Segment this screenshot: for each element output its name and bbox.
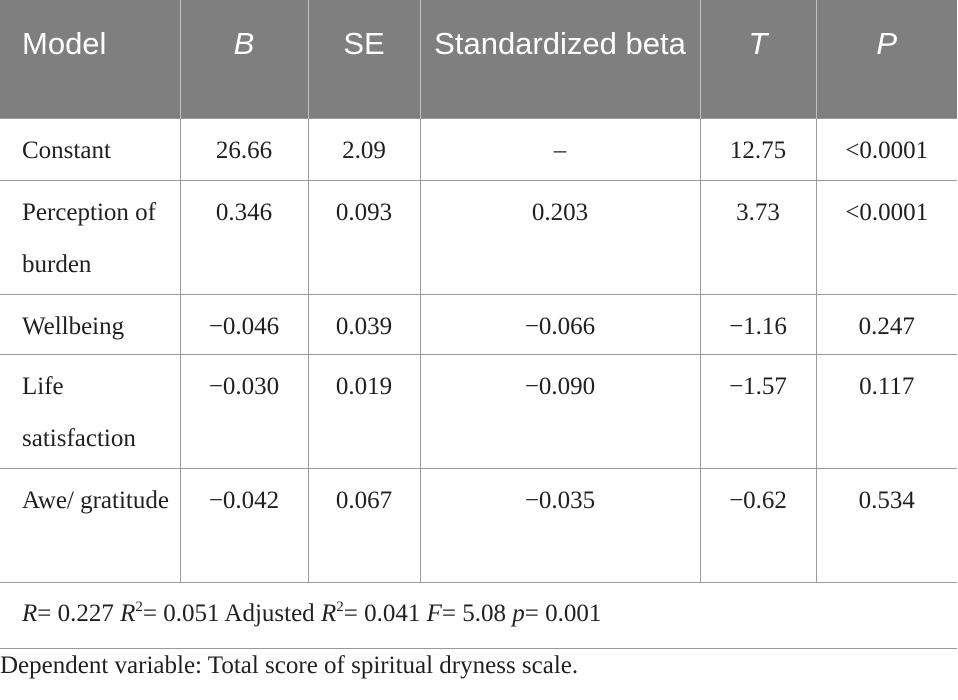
cell-model: Constant	[0, 117, 181, 181]
summary-r2-value: = 0.051	[142, 599, 220, 627]
header-model: Model	[0, 0, 181, 118]
cell-b: 0.346	[179, 179, 309, 295]
cell-p: <0.0001	[815, 117, 957, 181]
summary-r-value: = 0.227	[37, 599, 114, 627]
cell-standardized-beta: −0.066	[419, 293, 701, 355]
model-summary-row: R= 0.227 R2= 0.051 Adjusted R2= 0.041 F=…	[0, 581, 957, 649]
cell-p: 0.247	[815, 293, 957, 355]
cell-standardized-beta: −0.035	[419, 467, 701, 583]
summary-f-label: F	[426, 599, 442, 627]
cell-b: 26.66	[179, 117, 309, 181]
cell-se: 0.039	[307, 293, 421, 355]
cell-se: 2.09	[307, 117, 421, 181]
header-se: SE	[307, 0, 421, 118]
table-row: Wellbeing −0.046 0.039 −0.066 −1.16 0.24…	[0, 293, 957, 355]
cell-standardized-beta: 0.203	[419, 179, 701, 295]
cell-standardized-beta: –	[419, 117, 701, 181]
cell-se: 0.067	[307, 467, 421, 583]
cell-t: 12.75	[699, 117, 817, 181]
summary-r2-label: R	[120, 599, 136, 627]
cell-b: −0.046	[179, 293, 309, 355]
cell-b: −0.042	[179, 467, 309, 583]
cell-standardized-beta: −0.090	[419, 353, 701, 469]
header-standardized-beta: Standardized beta	[419, 0, 701, 118]
summary-r-label: R	[22, 599, 38, 627]
summary-p-value: = 0.001	[524, 599, 602, 627]
cell-p: 0.534	[815, 467, 957, 583]
cell-se: 0.093	[307, 179, 421, 295]
table-row: Awe/ gratitude −0.042 0.067 −0.035 −0.62…	[0, 467, 957, 583]
cell-t: −1.16	[699, 293, 817, 355]
summary-r2-sup: 2	[135, 598, 143, 615]
header-b: B	[179, 0, 309, 118]
cell-model: Awe/ gratitude	[0, 467, 181, 583]
header-p: P	[815, 0, 957, 118]
cell-t: −0.62	[699, 467, 817, 583]
cell-p: 0.117	[815, 353, 957, 469]
table-row: Perception of burden 0.346 0.093 0.203 3…	[0, 179, 957, 295]
cell-model: Life satisfaction	[0, 353, 181, 469]
summary-adj-r-sup: 2	[336, 598, 344, 615]
header-row: Model B SE Standardized beta T P	[0, 0, 957, 118]
cell-b: −0.030	[179, 353, 309, 469]
table-row: Constant 26.66 2.09 – 12.75 <0.0001	[0, 117, 957, 181]
cell-model: Perception of burden	[0, 179, 181, 295]
cell-p: <0.0001	[815, 179, 957, 295]
regression-table: Model B SE Standardized beta T P Constan…	[0, 0, 957, 649]
cell-se: 0.019	[307, 353, 421, 469]
table-row: Life satisfaction −0.030 0.019 −0.090 −1…	[0, 353, 957, 469]
summary-adj-value: = 0.041	[343, 599, 421, 627]
model-summary: R= 0.227 R2= 0.051 Adjusted R2= 0.041 F=…	[0, 581, 957, 649]
cell-t: −1.57	[699, 353, 817, 469]
cell-t: 3.73	[699, 179, 817, 295]
table-footnote: Dependent variable: Total score of spiri…	[0, 652, 579, 679]
summary-f-value: = 5.08	[441, 599, 506, 627]
header-t: T	[699, 0, 817, 118]
cell-model: Wellbeing	[0, 293, 181, 355]
summary-adj-r-label: R	[320, 599, 337, 627]
summary-p-label: p	[512, 599, 525, 627]
summary-adjusted-label: Adjusted	[224, 599, 315, 627]
